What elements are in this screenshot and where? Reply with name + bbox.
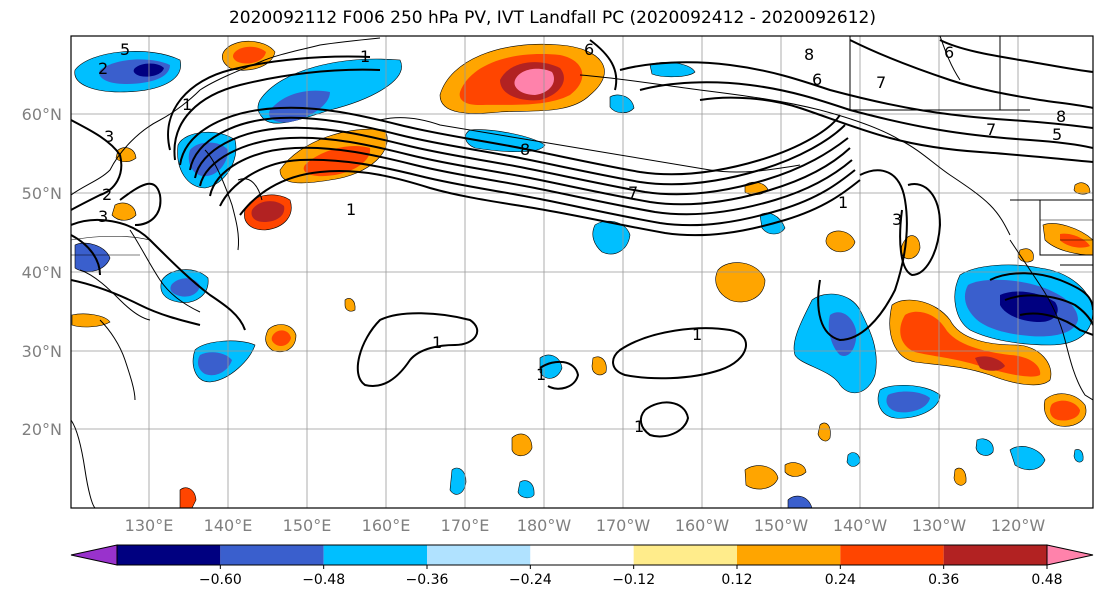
colorbar-tick-label: 0.36 — [928, 572, 959, 588]
shaded-anomalies — [71, 40, 1093, 508]
contour-label: 8 — [804, 45, 814, 64]
contour-label: 1 — [360, 47, 370, 66]
contour-label: 2 — [98, 59, 108, 78]
colorbar-tick-label: −0.12 — [612, 572, 655, 588]
colorbar-tick-label: −0.60 — [199, 572, 242, 588]
lat-label: 20°N — [22, 420, 62, 439]
lon-label: 160°W — [675, 516, 730, 535]
colorbar-tick-label: −0.36 — [406, 572, 449, 588]
map-frame — [70, 35, 1094, 509]
contour-label: 1 — [536, 365, 546, 384]
contour-label: 8 — [520, 140, 530, 159]
coastlines — [71, 36, 1093, 508]
lon-label: 170°W — [596, 516, 651, 535]
contour-label: 1 — [182, 95, 192, 114]
contour-label: 1 — [432, 333, 442, 352]
lon-label: 140°W — [833, 516, 888, 535]
colorbar-extend-min — [70, 544, 118, 566]
lat-label: 50°N — [22, 184, 62, 203]
colorbar-tick-label: 0.12 — [721, 572, 752, 588]
colorbar-segment — [633, 545, 737, 565]
colorbar: −0.60 −0.48 −0.36 −0.24 −0.12 0.12 0.24 0.36 0.4… — [70, 544, 1094, 588]
contour-label: 5 — [120, 40, 130, 59]
contour-label: 3 — [98, 207, 108, 226]
colorbar-extend-max — [1046, 544, 1094, 566]
longitude-labels: 130°E 140°E 150°E 160°E 170°E 180°W 170°… — [125, 516, 1046, 535]
contour-label: 7 — [876, 73, 886, 92]
contour-label: 6 — [584, 40, 594, 59]
colorbar-segment — [220, 545, 324, 565]
contour-label: 1 — [692, 325, 702, 344]
contour-labels: 1 2 3 5 6 7 8 1 1 3 1 7 8 6 7 8 5 3 2 1 … — [98, 40, 1066, 436]
colorbar-segment — [943, 545, 1047, 565]
colorbar-segment — [737, 545, 841, 565]
lon-label: 120°W — [991, 516, 1046, 535]
contour-label: 1 — [346, 200, 356, 219]
colorbar-segment — [117, 545, 221, 565]
lon-label: 180°W — [517, 516, 572, 535]
colorbar-segment — [427, 545, 531, 565]
colorbar-segment — [840, 545, 944, 565]
contour-label: 1 — [838, 193, 848, 212]
contour-label: 7 — [986, 120, 996, 139]
colorbar-segment — [323, 545, 427, 565]
colorbar-tick-label: −0.48 — [302, 572, 345, 588]
lon-label: 140°E — [204, 516, 253, 535]
lat-label: 30°N — [22, 342, 62, 361]
lon-label: 130°W — [912, 516, 967, 535]
lon-label: 170°E — [441, 516, 490, 535]
lat-label: 60°N — [22, 105, 62, 124]
contour-label: 5 — [1052, 125, 1062, 144]
graticule — [71, 36, 1093, 508]
political-boundaries — [71, 219, 1093, 256]
contour-label: 1 — [634, 417, 644, 436]
map-title: 2020092112 F006 250 hPa PV, IVT Landfall… — [228, 8, 876, 28]
contour-label: 3 — [892, 210, 902, 229]
lat-label: 40°N — [22, 263, 62, 282]
lon-label: 160°E — [362, 516, 411, 535]
contour-label: 3 — [104, 127, 114, 146]
colorbar-tick-label: 0.24 — [825, 572, 856, 588]
contour-label: 6 — [944, 43, 954, 62]
contour-label: 2 — [102, 185, 112, 204]
colorbar-tick-label: −0.24 — [509, 572, 552, 588]
colorbar-tick-label: 0.48 — [1031, 572, 1062, 588]
colorbar-segment — [530, 545, 634, 565]
pv-contours — [71, 39, 1093, 438]
contour-label: 6 — [812, 70, 822, 89]
contour-label: 7 — [628, 183, 638, 202]
lon-label: 130°E — [125, 516, 174, 535]
lon-label: 150°E — [283, 516, 332, 535]
contour-label: 8 — [1056, 107, 1066, 126]
latitude-labels: 60°N 50°N 40°N 30°N 20°N — [22, 105, 62, 439]
lon-label: 150°W — [754, 516, 809, 535]
